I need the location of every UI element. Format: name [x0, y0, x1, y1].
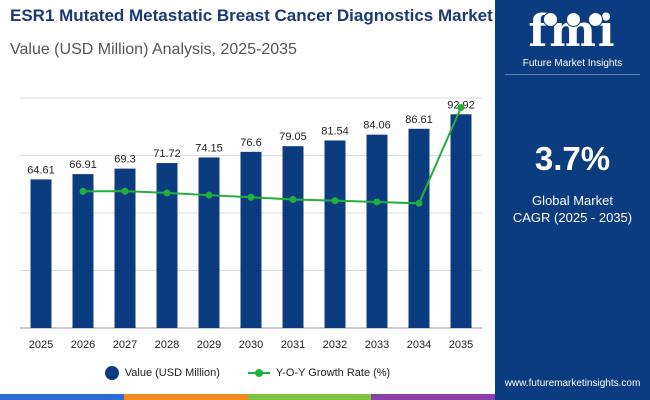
- cagr-label-line2: CAGR (2025 - 2035): [512, 210, 633, 225]
- stripe-segment: [247, 394, 372, 400]
- bar-value-label-2028: 71.72: [153, 148, 181, 160]
- x-tick-label-2029: 2029: [197, 339, 221, 351]
- bar-value-label-2034: 86.61: [405, 114, 433, 126]
- legend-line-label: Y-O-Y Growth Rate (%): [275, 367, 391, 379]
- bar-value-label-2030: 76.6: [240, 137, 261, 149]
- x-tick-label-2033: 2033: [365, 339, 389, 351]
- x-tick-label-2025: 2025: [29, 339, 53, 351]
- x-tick-label-2035: 2035: [449, 339, 473, 351]
- bar-2032: [324, 140, 346, 328]
- x-tick-label-2030: 2030: [239, 339, 263, 351]
- cagr-label-line1: Global Market: [532, 193, 613, 208]
- bar-2034: [408, 128, 430, 328]
- bar-value-label-2029: 74.15: [195, 142, 223, 154]
- logo-dot-icon: [543, 12, 558, 27]
- x-tick-label-2034: 2034: [407, 339, 431, 351]
- legend-item-growth: Y-O-Y Growth Rate (%): [247, 367, 391, 379]
- chart-legend: Value (USD Million) Y-O-Y Growth Rate (%…: [0, 366, 495, 380]
- bar-value-label-2026: 66.91: [69, 159, 97, 171]
- x-tick-label-2027: 2027: [113, 339, 137, 351]
- growth-point-2035: [457, 103, 465, 111]
- logo-dot-icon: [565, 12, 581, 27]
- chart-title: ESR1 Mutated Metastatic Breast Cancer Di…: [10, 6, 493, 25]
- bar-value-label-2031: 79.05: [279, 131, 307, 143]
- chart-subtitle: Value (USD Million) Analysis, 2025-2035: [10, 41, 297, 58]
- cagr-label: Global Market CAGR (2025 - 2035): [495, 192, 650, 226]
- legend-line-swatch: [247, 369, 270, 377]
- bar-2027: [114, 168, 136, 328]
- growth-point-2030: [247, 193, 255, 201]
- x-tick-label-2031: 2031: [281, 339, 305, 351]
- growth-point-2034: [415, 199, 423, 207]
- side-panel: fmi Future Market Insights 3.7% Global M…: [495, 0, 650, 400]
- bar-value-label-2025: 64.61: [27, 164, 55, 176]
- logo-dots: [543, 12, 603, 27]
- x-tick-label-2032: 2032: [323, 339, 347, 351]
- growth-point-2032: [331, 197, 339, 205]
- bar-value-label-2027: 69.3: [114, 154, 135, 166]
- bar-2029: [198, 157, 220, 328]
- bar-2025: [30, 179, 52, 328]
- growth-point-2028: [163, 189, 171, 197]
- bar-2026: [72, 174, 94, 328]
- bar-2035: [450, 114, 472, 328]
- growth-line: [82, 107, 462, 205]
- chart-area: 64.61 2025 66.91 2026 69.3 2027 71.72 2028 74.15…: [20, 97, 482, 351]
- legend-bar-label: Value (USD Million): [124, 367, 220, 379]
- growth-point-2033: [373, 198, 381, 206]
- stripe-segment: [371, 394, 495, 400]
- bar-2033: [366, 134, 388, 328]
- bar-2030: [240, 151, 262, 328]
- growth-point-2031: [289, 195, 297, 203]
- panel-divider: [505, 74, 640, 75]
- legend-item-value: Value (USD Million): [104, 366, 220, 380]
- fmi-logo: fmi Future Market Insights: [495, 8, 650, 70]
- growth-point-2029: [205, 191, 213, 199]
- bar-2028: [156, 163, 178, 328]
- x-tick-label-2028: 2028: [155, 339, 179, 351]
- bottom-color-stripe: [0, 394, 495, 400]
- x-tick-label-2026: 2026: [71, 339, 95, 351]
- growth-point-2026: [79, 187, 87, 195]
- logo-subtitle: Future Market Insights: [522, 58, 623, 69]
- legend-bar-swatch: [104, 366, 119, 380]
- bar-2031: [282, 146, 304, 328]
- cagr-value: 3.7%: [534, 140, 611, 177]
- bar-value-label-2033: 84.06: [363, 120, 391, 132]
- stripe-segment: [0, 394, 124, 400]
- logo-dot-icon: [588, 12, 603, 27]
- bar-value-label-2032: 81.54: [321, 125, 349, 137]
- growth-point-2027: [121, 187, 129, 195]
- stripe-segment: [123, 394, 248, 400]
- website-link[interactable]: www.futuremarketinsights.com: [504, 378, 641, 389]
